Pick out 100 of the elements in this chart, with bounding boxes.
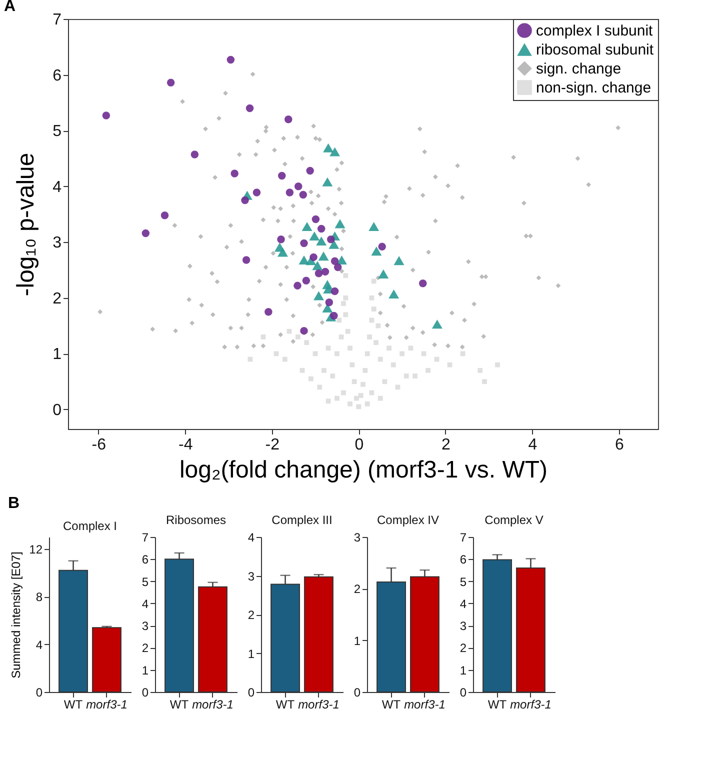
chart-title: Complex V — [484, 513, 544, 527]
y-tick-label: 2 — [52, 290, 62, 308]
point — [327, 235, 335, 244]
text: A — [4, 0, 16, 16]
point — [321, 268, 330, 276]
point — [334, 219, 346, 228]
point — [160, 211, 169, 220]
point — [432, 320, 442, 329]
x-tick-label: WT — [276, 698, 296, 712]
point — [278, 172, 286, 180]
y-tick-label: 5 — [52, 123, 62, 140]
y-axis-title: Summed intensity [E07] — [9, 552, 24, 678]
point — [316, 236, 327, 246]
point — [328, 240, 340, 249]
point — [378, 242, 386, 250]
point — [166, 78, 175, 86]
y-tick-label: 1 — [460, 663, 467, 678]
point — [330, 287, 339, 296]
y-tick-label: 4 — [142, 596, 149, 611]
y-tick-label: 3 — [354, 530, 361, 544]
legend-label: sign. change — [536, 60, 622, 78]
y-tick-label: 0 — [354, 686, 361, 700]
y-tick-label: 2 — [248, 608, 255, 622]
x-tick-label: WT — [170, 698, 190, 712]
point — [246, 104, 254, 112]
y-tick-label: 5 — [460, 574, 467, 589]
y-tick-label: 5 — [142, 574, 149, 589]
point — [102, 112, 110, 120]
point — [418, 280, 427, 288]
x-tick-label: -4 — [178, 436, 193, 454]
point — [242, 256, 250, 264]
y-tick-label: 4 — [52, 178, 62, 196]
y-tick-label: 6 — [460, 552, 467, 567]
legend-label: complex I subunit — [536, 22, 654, 40]
point — [230, 170, 238, 178]
x-tick-label: -6 — [92, 436, 106, 454]
y-tick-label: 1 — [354, 634, 361, 648]
point — [336, 255, 347, 265]
point — [322, 177, 333, 186]
x-tick-label: morf3-1 — [192, 698, 234, 712]
point — [322, 303, 333, 312]
y-tick-label: 6 — [142, 552, 149, 567]
point — [314, 291, 324, 300]
x-tick-label: morf3-1 — [404, 698, 446, 712]
x-tick-label: WT — [488, 698, 508, 712]
y-tick-label: 3 — [460, 619, 467, 634]
point — [394, 256, 404, 266]
point — [309, 231, 320, 241]
x-tick-label: morf3-1 — [298, 698, 340, 712]
y-tick-label: 12 — [29, 542, 43, 556]
point — [330, 147, 340, 156]
point — [302, 276, 310, 284]
y-tick-label: 2 — [142, 641, 149, 656]
x-tick-label: 4 — [528, 436, 538, 454]
y-tick-label: 3 — [142, 619, 149, 634]
y-tick-label: 8 — [36, 590, 43, 604]
point — [310, 253, 318, 262]
x-tick-label: morf3-1 — [510, 698, 552, 712]
x-tick-label: morf3-1 — [86, 698, 128, 712]
y-tick-label: 0 — [142, 686, 149, 700]
legend-label: non-sign. change — [536, 80, 652, 96]
y-tick-label: 4 — [460, 596, 467, 611]
point — [294, 182, 302, 190]
point — [306, 166, 314, 175]
point — [284, 116, 292, 124]
chart-title: Complex IV — [376, 513, 440, 527]
y-tick-label: 4 — [36, 638, 43, 652]
point — [302, 222, 312, 232]
point — [190, 150, 199, 158]
point — [323, 143, 334, 152]
x-tick-label: -2 — [265, 436, 280, 454]
point — [294, 282, 302, 290]
point — [277, 235, 285, 244]
y-tick-label: 2 — [354, 582, 361, 596]
point — [378, 269, 389, 278]
chart-title: Complex I — [62, 519, 118, 533]
point — [312, 215, 320, 224]
x-tick-label: 6 — [615, 436, 624, 454]
point — [300, 326, 308, 335]
point — [312, 261, 323, 270]
point — [334, 263, 342, 272]
point — [314, 270, 323, 278]
point — [298, 255, 310, 265]
y-tick-label: 1 — [248, 646, 255, 661]
text: B — [8, 495, 20, 513]
chart-title: Ribosomes — [166, 513, 226, 527]
point — [330, 257, 339, 265]
y-tick-label: 0 — [36, 686, 43, 700]
y-tick-label: 4 — [248, 530, 255, 544]
point — [371, 246, 382, 256]
point — [317, 224, 326, 233]
legend-label: ribosomal subunit — [536, 42, 654, 58]
y-tick-label: 1 — [142, 663, 149, 678]
x-tick-label: 2 — [441, 436, 450, 454]
point — [325, 298, 334, 306]
y-tick-label: 2 — [460, 641, 467, 656]
x-tick-label: WT — [382, 698, 402, 712]
y-tick-label: 0 — [52, 402, 62, 419]
point — [388, 289, 400, 299]
point — [264, 308, 272, 316]
